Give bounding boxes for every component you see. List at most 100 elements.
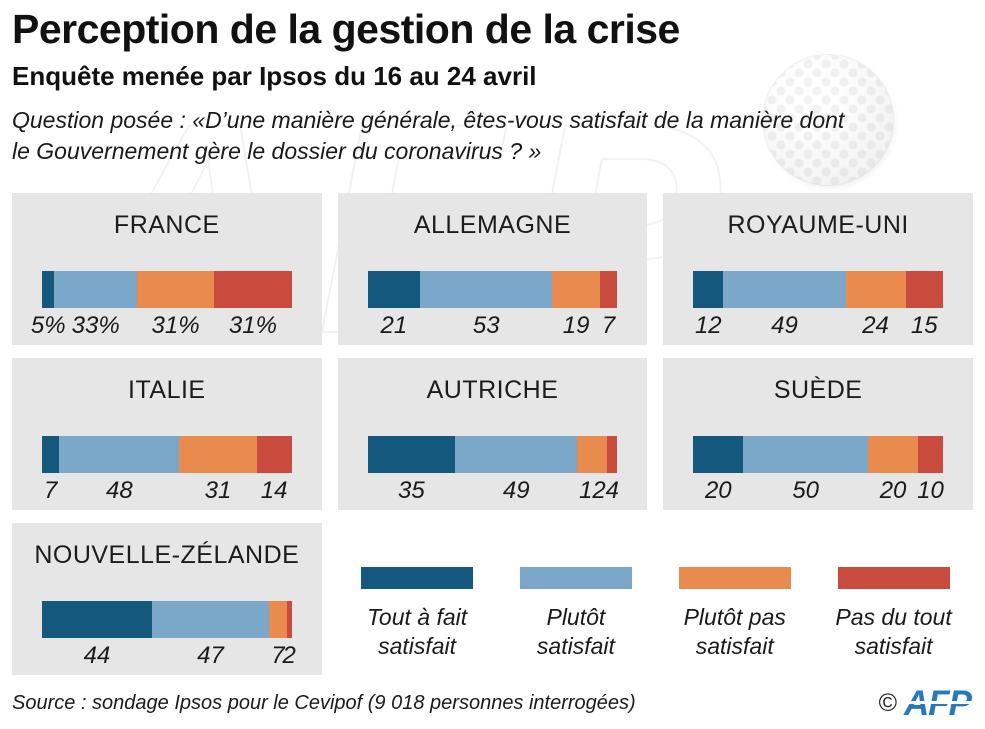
country-grid: FRANCE 5% 33% 31% 31% ALLEMAGNE 21 53 19 7 ROY… <box>12 193 973 675</box>
bar-labels: 35 49 12 4 <box>368 477 619 505</box>
country-name: ROYAUME-UNI <box>727 211 909 239</box>
country-panel: ROYAUME-UNI 12 49 24 15 <box>663 193 973 345</box>
afp-logo-stripe <box>901 701 974 704</box>
bar-segment-tout-a-fait-satisfait <box>42 271 55 308</box>
subtitle: Enquête menée par Ipsos du 16 au 24 avri… <box>12 61 537 92</box>
legend-item: Plutôt satisfait <box>496 567 655 661</box>
country-name: FRANCE <box>113 211 220 239</box>
country-name: AUTRICHE <box>426 376 559 404</box>
bar-segment-tout-a-fait-satisfait <box>367 436 456 473</box>
bar-value-label: 20 <box>704 477 732 504</box>
bar-segment-plutot-pas-satisfait <box>179 436 257 473</box>
bar-value-label: 24 <box>862 312 889 339</box>
bar-segment-plutot-pas-satisfait <box>577 436 608 473</box>
bar-value-label: 5% <box>30 312 66 339</box>
legend-swatch-tout-a-fait-satisfait <box>361 567 474 589</box>
bar-value-label: 31% <box>151 312 200 339</box>
stacked-bar <box>42 601 292 638</box>
legend-swatch-plutot-pas-satisfait <box>678 567 791 589</box>
bar-value-label: 19 <box>562 312 590 339</box>
bar-value-label: 33% <box>71 312 120 339</box>
stacked-bar <box>367 436 618 473</box>
question-text: Question posée : «D’une manière générale… <box>12 107 845 164</box>
bar-value-label: 12 <box>578 477 606 504</box>
bar-labels: 12 49 24 15 <box>693 312 943 340</box>
bar-segment-pas-du-tout-satisfait <box>607 436 618 473</box>
bar-value-label: 31 <box>204 477 232 504</box>
bar-labels: 44 47 7 2 <box>42 642 296 670</box>
bar-segment-pas-du-tout-satisfait <box>905 271 943 308</box>
bar-value-label: 49 <box>771 312 798 339</box>
bar-value-label: 15 <box>910 312 938 339</box>
afp-wordmark: AFP <box>901 686 974 721</box>
bar-value-label: 53 <box>472 312 500 339</box>
country-panel: FRANCE 5% 33% 31% 31% <box>12 193 322 345</box>
stacked-bar <box>693 436 943 473</box>
legend-item: Pas du tout satisfait <box>814 567 973 661</box>
stacked-bar <box>42 436 292 473</box>
bar-segment-plutot-satisfait <box>151 601 270 638</box>
page-title: Perception de la gestion de la crise <box>12 6 680 52</box>
country-name: SUÈDE <box>773 376 863 404</box>
bar-labels: 7 48 31 14 <box>42 477 292 505</box>
bar-segment-plutot-pas-satisfait <box>269 601 287 638</box>
bar-segment-pas-du-tout-satisfait <box>286 601 292 638</box>
stacked-bar <box>693 271 943 308</box>
header: Perception de la gestion de la crise Enq… <box>12 6 973 166</box>
bar-value-label: 35 <box>397 477 425 504</box>
bar-value-label: 7 <box>44 477 58 504</box>
bar-value-label: 50 <box>792 477 820 504</box>
country-name: NOUVELLE-ZÉLANDE <box>34 541 300 569</box>
bar-segment-plutot-pas-satisfait <box>136 271 215 308</box>
country-panel: NOUVELLE-ZÉLANDE 44 47 7 2 <box>12 523 322 675</box>
bar-segment-plutot-pas-satisfait <box>552 271 600 308</box>
country-panel: ITALIE 7 48 31 14 <box>12 358 322 510</box>
bar-segment-plutot-pas-satisfait <box>868 436 918 473</box>
bar-labels: 21 53 19 7 <box>368 312 618 340</box>
legend-swatch-plutot-satisfait <box>519 567 632 589</box>
bar-value-label: 10 <box>917 477 944 504</box>
bar-value-label: 44 <box>83 642 111 669</box>
legend-item: Tout à fait satisfait <box>338 567 497 661</box>
bar-segment-plutot-satisfait <box>455 436 578 473</box>
country-panel: ALLEMAGNE 21 53 19 7 <box>337 193 648 345</box>
bar-segment-pas-du-tout-satisfait <box>599 271 618 308</box>
bar-labels: 20 50 20 10 <box>693 477 944 505</box>
bar-segment-tout-a-fait-satisfait <box>42 601 152 638</box>
bar-segment-plutot-satisfait <box>420 271 553 308</box>
bar-segment-pas-du-tout-satisfait <box>918 436 943 473</box>
legend-label: Plutôt pas satisfait <box>683 604 786 659</box>
bar-segment-tout-a-fait-satisfait <box>693 271 724 308</box>
legend-label: Plutôt satisfait <box>536 604 615 659</box>
legend: Tout à fait satisfait Plutôt satisfait P… <box>338 523 973 675</box>
legend-item: Plutôt pas satisfait <box>655 567 814 661</box>
bar-value-label: 20 <box>879 477 907 504</box>
bar-value-label: 31% <box>228 312 277 339</box>
bar-segment-tout-a-fait-satisfait <box>367 271 421 308</box>
bar-segment-plutot-pas-satisfait <box>845 271 906 308</box>
country-name: ALLEMAGNE <box>413 211 572 239</box>
bar-segment-plutot-satisfait <box>54 271 137 308</box>
bar-labels: 5% 33% 31% 31% <box>30 312 292 340</box>
legend-swatch-pas-du-tout-satisfait <box>837 567 950 589</box>
bar-value-label: 14 <box>260 477 288 504</box>
country-panel: SUÈDE 20 50 20 10 <box>663 358 973 510</box>
bar-value-label: 2 <box>282 642 296 669</box>
bar-segment-pas-du-tout-satisfait <box>256 436 292 473</box>
bar-segment-tout-a-fait-satisfait <box>693 436 744 473</box>
bar-value-label: 4 <box>605 477 619 504</box>
bar-segment-plutot-satisfait <box>59 436 180 473</box>
bar-value-label: 12 <box>694 312 722 339</box>
legend-label: Pas du tout satisfait <box>835 604 952 659</box>
copyright-symbol: © <box>878 689 897 717</box>
bar-value-label: 7 <box>271 642 285 669</box>
country-panel: AUTRICHE 35 49 12 4 <box>337 358 648 510</box>
bar-segment-plutot-satisfait <box>743 436 869 473</box>
country-name: ITALIE <box>128 376 206 404</box>
bar-value-label: 49 <box>502 477 530 504</box>
legend-label: Tout à fait satisfait <box>366 604 468 659</box>
bar-value-label: 48 <box>106 477 133 504</box>
afp-logo: © AFP <box>878 686 974 721</box>
bar-value-label: 47 <box>197 642 224 669</box>
